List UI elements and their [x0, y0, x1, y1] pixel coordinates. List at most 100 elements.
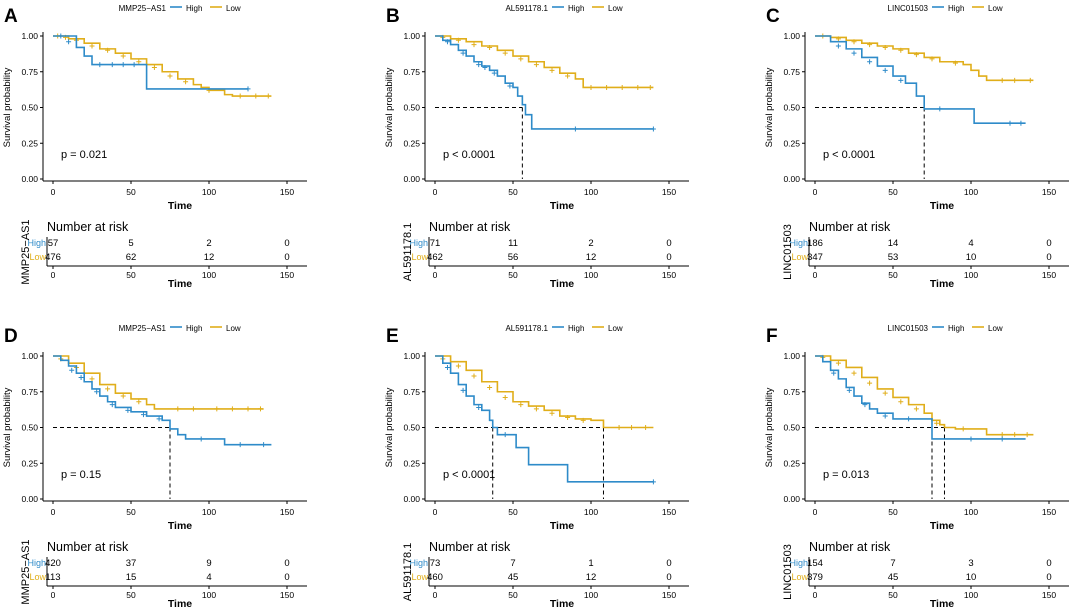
risk-count-high: 2	[588, 238, 593, 249]
risk-label-low: Low	[411, 252, 428, 262]
risk-count-high: 420	[45, 558, 61, 569]
y-axis-label: Survival probability	[2, 67, 13, 147]
censor-mark-low	[898, 399, 904, 405]
legend-low-label: Low	[988, 4, 1003, 13]
risk-count-high: 4	[968, 238, 973, 249]
x-tick-label: 150	[662, 187, 676, 197]
x-tick-label: 50	[126, 507, 136, 517]
legend-title: MMP25−AS1	[119, 4, 167, 13]
censor-mark-high	[125, 407, 131, 413]
risk-count-low: 53	[888, 252, 899, 263]
censor-mark-low	[455, 37, 461, 43]
risk-x-tick-label: 150	[280, 270, 294, 280]
risk-x-tick-label: 50	[126, 590, 136, 600]
censor-mark-high	[156, 416, 162, 422]
legend-high-label: High	[568, 324, 584, 333]
censor-mark-high	[482, 64, 488, 70]
legend-title: LINC01503	[888, 4, 929, 13]
x-axis-label: Time	[550, 200, 574, 212]
censor-mark-high	[66, 39, 72, 45]
censor-mark-low	[89, 43, 95, 49]
y-axis-label: Survival probability	[764, 67, 775, 147]
censor-mark-high	[245, 86, 251, 92]
x-tick-label: 150	[280, 187, 294, 197]
risk-count-low: 476	[45, 252, 61, 263]
risk-count-high: 0	[284, 558, 289, 569]
risk-table-title: Number at risk	[809, 540, 891, 554]
y-tick-label: 0.50	[783, 103, 800, 113]
censor-mark-high	[131, 62, 137, 68]
censor-mark-high	[460, 387, 466, 393]
risk-table-title: Number at risk	[809, 220, 891, 234]
censor-mark-low	[136, 59, 142, 65]
risk-x-tick-label: 150	[280, 590, 294, 600]
censor-mark-high	[69, 367, 75, 373]
legend-title: AL591178.1	[505, 324, 548, 333]
panel-letter: C	[766, 6, 780, 27]
risk-count-high: 0	[666, 558, 671, 569]
risk-count-low: 56	[508, 252, 519, 263]
risk-x-tick-label: 50	[508, 590, 518, 600]
risk-x-tick-label: 100	[202, 270, 216, 280]
p-value-label: p = 0.013	[823, 469, 869, 481]
x-tick-label: 150	[1042, 187, 1056, 197]
risk-label-high: High	[409, 238, 428, 248]
risk-x-axis-label: Time	[168, 598, 192, 609]
p-value-label: p < 0.0001	[443, 469, 495, 481]
x-tick-label: 100	[964, 507, 978, 517]
legend-high-label: High	[568, 4, 584, 13]
x-tick-label: 150	[1042, 507, 1056, 517]
risk-label-high: High	[409, 558, 428, 568]
risk-count-high: 14	[888, 238, 899, 249]
censor-mark-high	[261, 442, 267, 448]
censor-mark-low	[518, 402, 524, 408]
censor-mark-low	[1024, 432, 1030, 438]
censor-mark-high	[906, 416, 912, 422]
y-tick-label: 1.00	[403, 31, 420, 41]
legend-high-label: High	[948, 324, 964, 333]
x-tick-label: 150	[662, 507, 676, 517]
censor-mark-low	[237, 93, 243, 99]
x-axis-label: Time	[168, 200, 192, 212]
censor-mark-high	[444, 364, 450, 370]
legend: AL591178.1 High Low	[505, 324, 622, 333]
censor-mark-high	[650, 126, 656, 132]
y-tick-label: 1.00	[783, 351, 800, 361]
x-tick-label: 100	[964, 187, 978, 197]
censor-mark-high	[109, 402, 115, 408]
y-tick-label: 0.50	[21, 103, 38, 113]
censor-mark-low	[253, 93, 259, 99]
censor-mark-low	[635, 84, 641, 90]
censor-mark-low	[120, 393, 126, 399]
risk-x-tick-label: 50	[126, 270, 136, 280]
risk-count-high: 0	[666, 238, 671, 249]
y-tick-label: 0.75	[21, 387, 38, 397]
risk-x-tick-label: 100	[964, 270, 978, 280]
x-tick-label: 0	[51, 187, 56, 197]
legend-high-label: High	[948, 4, 964, 13]
p-value-label: p = 0.15	[61, 469, 101, 481]
censor-mark-low	[455, 363, 461, 369]
risk-count-high: 5	[128, 238, 133, 249]
risk-label-low: Low	[411, 572, 428, 582]
risk-count-high: 154	[807, 558, 823, 569]
risk-x-tick-label: 0	[433, 270, 438, 280]
risk-x-tick-label: 150	[1042, 590, 1056, 600]
risk-count-low: 0	[666, 572, 671, 583]
censor-mark-high	[109, 62, 115, 68]
risk-x-tick-label: 100	[202, 590, 216, 600]
risk-x-axis-label: Time	[550, 598, 574, 609]
risk-x-tick-label: 0	[51, 590, 56, 600]
censor-mark-low	[851, 39, 857, 45]
risk-count-high: 9	[206, 558, 211, 569]
risk-count-low: 12	[204, 252, 215, 263]
censor-mark-low	[835, 36, 841, 42]
censor-mark-low	[565, 73, 571, 79]
risk-x-tick-label: 150	[1042, 270, 1056, 280]
censor-mark-low	[882, 44, 888, 50]
censor-mark-low	[580, 417, 586, 423]
censor-mark-low	[565, 414, 571, 420]
